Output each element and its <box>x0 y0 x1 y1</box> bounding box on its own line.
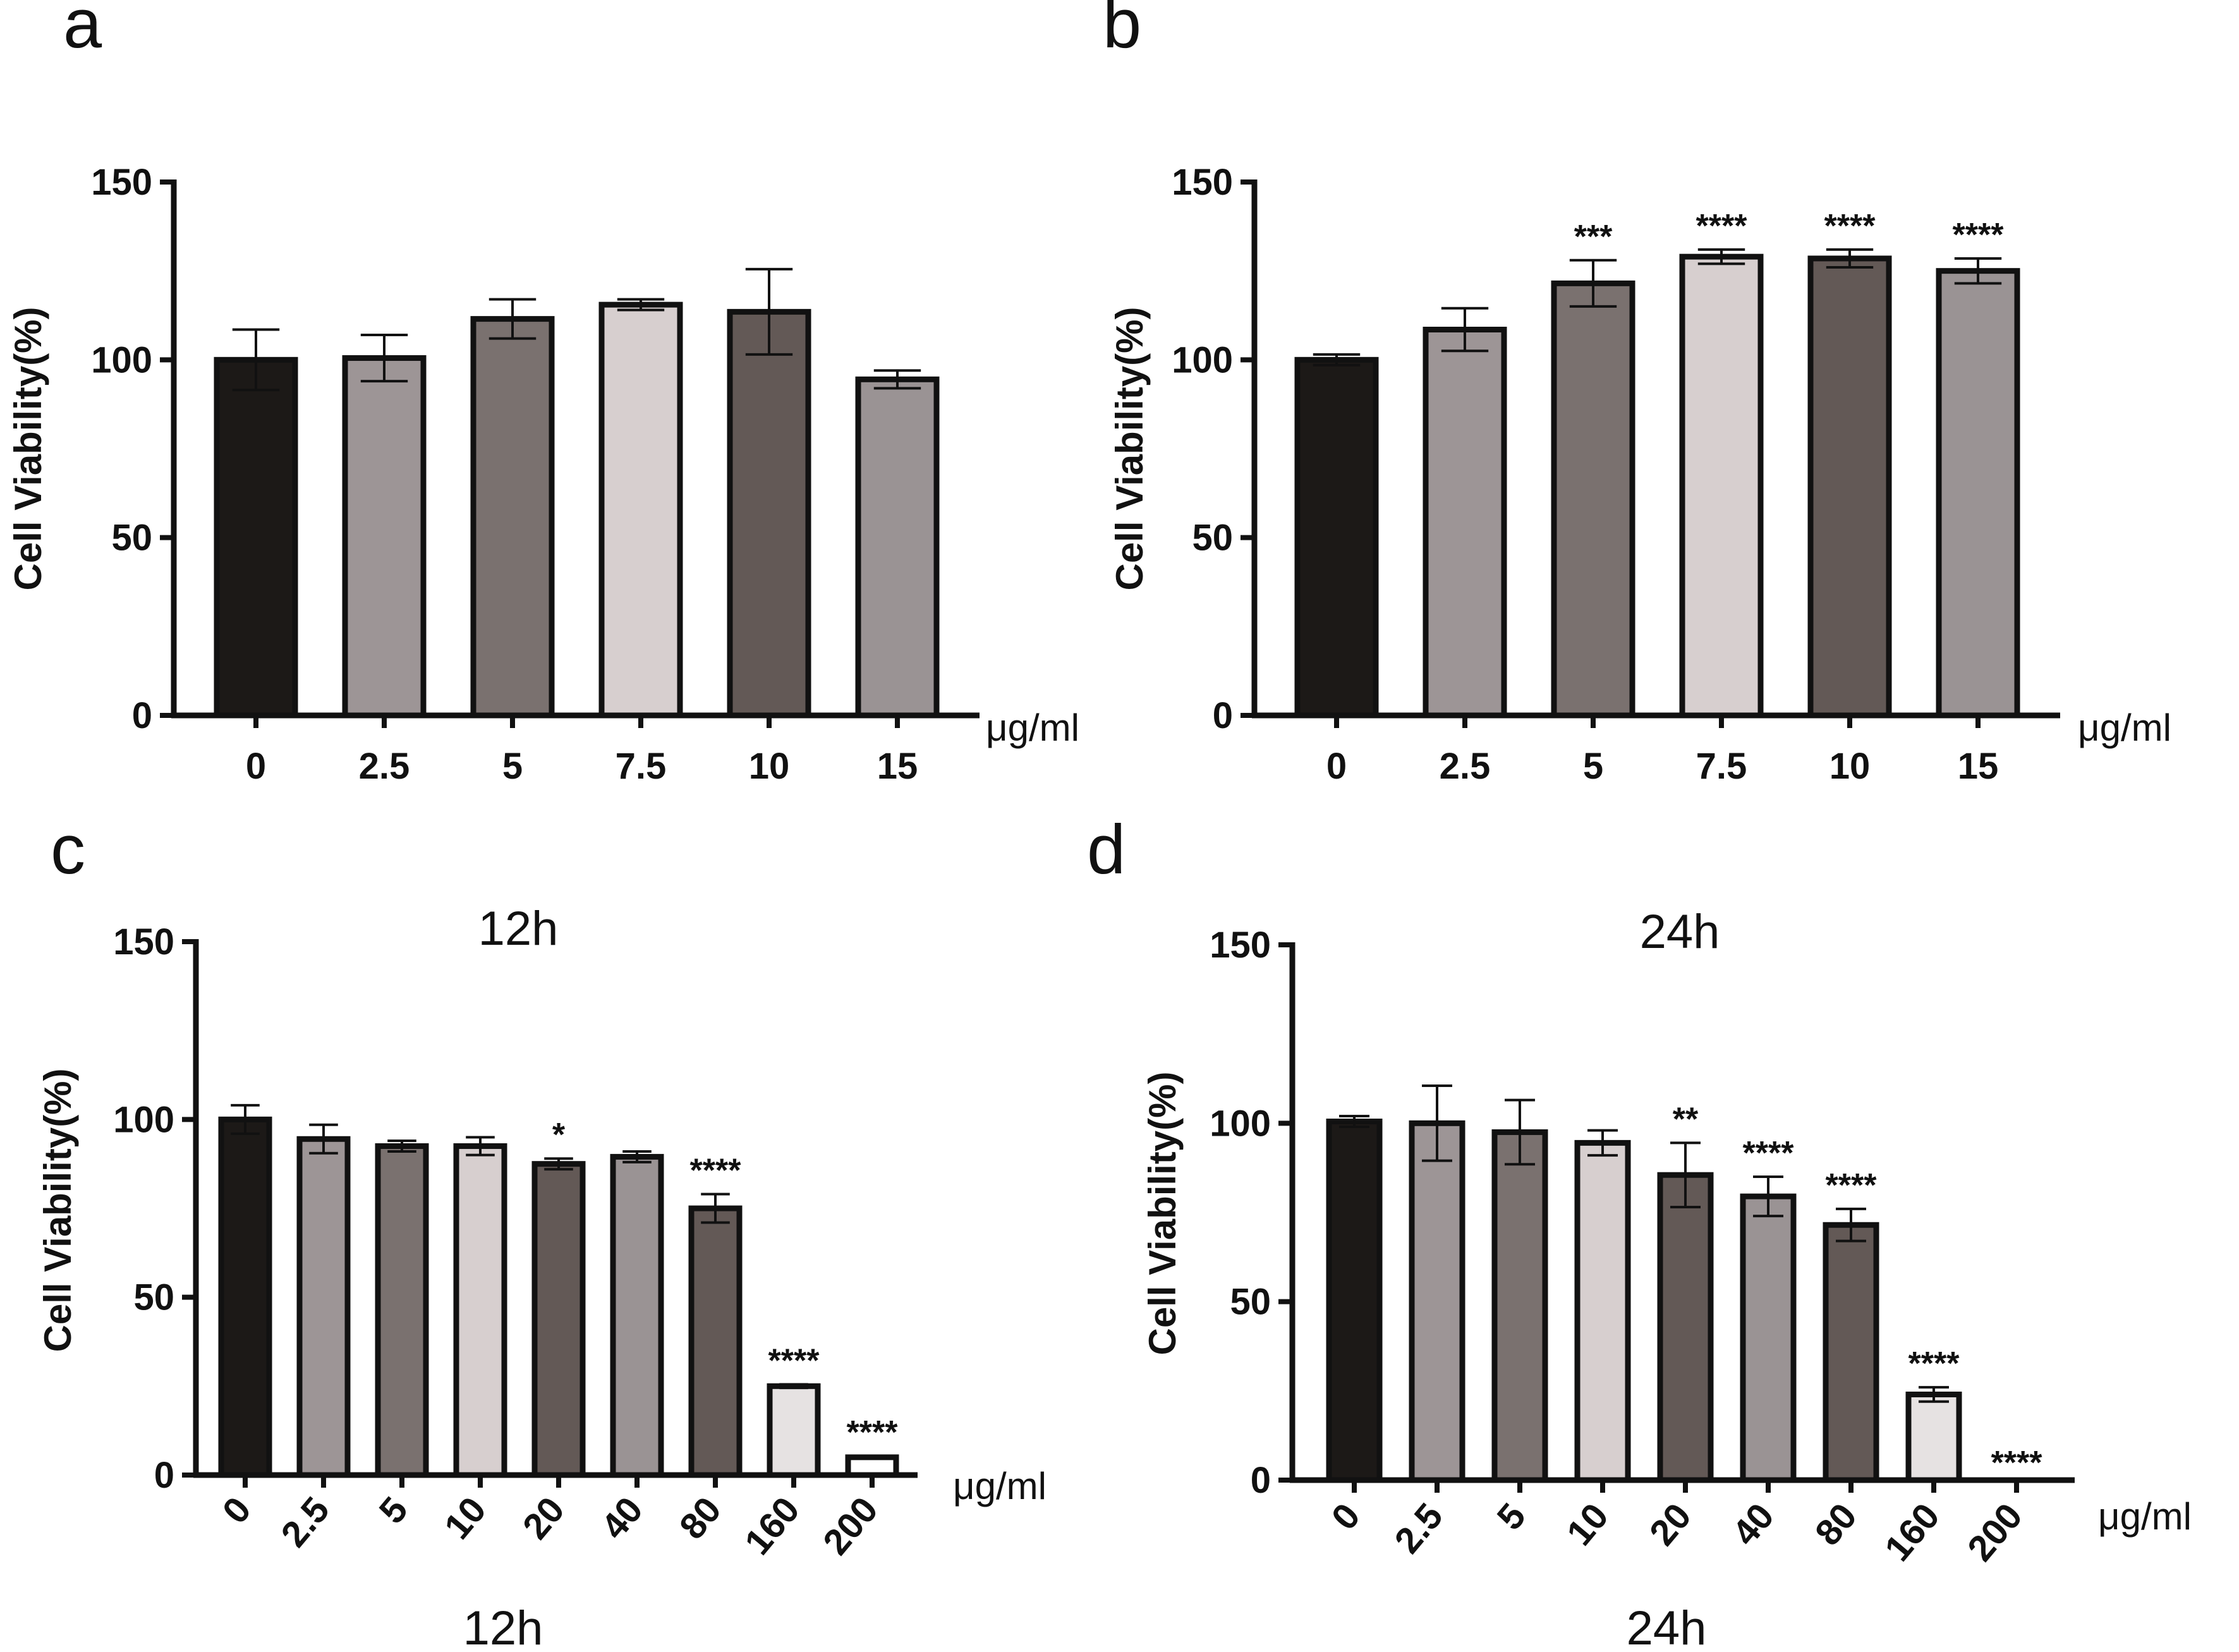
y-tick-label: 100 <box>113 1099 174 1140</box>
panel-letter: c <box>51 811 85 889</box>
y-tick-label: 0 <box>154 1455 174 1496</box>
panel-letter: a <box>63 0 102 63</box>
bar <box>453 1143 507 1478</box>
y-tick-label: 50 <box>1230 1282 1271 1323</box>
x-tick-label: 15 <box>1958 746 1999 787</box>
bar <box>1807 255 1892 719</box>
bar <box>375 1143 429 1478</box>
significance-marker: ** <box>1673 1101 1699 1138</box>
x-tick-label: 5 <box>1583 746 1603 787</box>
y-tick-label: 100 <box>1210 1103 1271 1144</box>
bar <box>1823 1222 1879 1483</box>
significance-marker: **** <box>768 1343 820 1380</box>
y-axis-label: Cell Viability(%) <box>37 1068 79 1352</box>
bar <box>610 1153 664 1478</box>
y-tick-label: 100 <box>91 339 152 380</box>
x-tick-label: 5 <box>502 746 523 787</box>
panel-b: b Cell Viability(%) 0 2.5 *** 5 **** 7.5 **** 10 *… <box>1103 0 2171 787</box>
significance-marker: **** <box>1826 1167 1878 1204</box>
unit-label: μg/ml <box>2098 1495 2192 1538</box>
significance-marker: **** <box>1743 1135 1795 1172</box>
x-tick-label: 15 <box>877 746 918 787</box>
chart-title: 12h <box>478 902 559 956</box>
bar <box>214 356 298 719</box>
panel-letter: b <box>1103 0 1141 63</box>
unit-label: μg/ml <box>953 1465 1047 1507</box>
y-axis-label: Cell Viability(%) <box>1141 1071 1184 1355</box>
bar <box>1574 1139 1631 1483</box>
significance-marker: *** <box>1574 219 1613 255</box>
bar <box>1326 1119 1383 1483</box>
bar <box>1409 1120 1465 1483</box>
bar <box>342 355 427 719</box>
y-tick-label: 150 <box>113 921 174 963</box>
panel-letter: d <box>1087 811 1126 889</box>
x-tick-label: 0 <box>246 746 266 787</box>
bar <box>598 301 683 719</box>
unit-label: μg/ml <box>986 707 1079 749</box>
bar <box>218 1116 272 1478</box>
x-tick-label: 2.5 <box>1440 746 1491 787</box>
bar <box>855 376 940 719</box>
bar <box>531 1161 586 1478</box>
bar <box>688 1205 743 1478</box>
bar <box>1491 1129 1548 1483</box>
significance-marker: **** <box>1824 208 1876 245</box>
x-axis-label: 12h <box>463 1601 543 1652</box>
y-tick-label: 0 <box>1213 695 1233 736</box>
significance-marker: **** <box>1991 1445 2043 1481</box>
significance-marker: **** <box>690 1152 742 1189</box>
bar <box>1679 253 1764 719</box>
y-tick-label: 100 <box>1172 339 1233 380</box>
bar <box>1740 1193 1797 1483</box>
x-tick-label: 10 <box>749 746 790 787</box>
chart-title: 24h <box>1640 905 1720 959</box>
y-tick-label: 150 <box>91 162 152 203</box>
bar <box>296 1136 351 1478</box>
significance-marker: **** <box>1908 1345 1960 1382</box>
x-tick-label: 2.5 <box>359 746 410 787</box>
x-tick-label: 7.5 <box>1696 746 1747 787</box>
y-tick-label: 50 <box>1192 518 1233 559</box>
significance-marker: **** <box>847 1414 899 1451</box>
y-axis-label: Cell Viability(%) <box>7 307 49 590</box>
x-tick-label: 0 <box>1326 746 1347 787</box>
unit-label: μg/ml <box>2078 707 2171 749</box>
significance-marker: **** <box>1696 208 1748 245</box>
y-tick-label: 150 <box>1172 162 1233 203</box>
bar <box>1657 1172 1714 1483</box>
bar <box>1423 327 1507 719</box>
y-tick-label: 0 <box>132 695 152 736</box>
bar <box>470 316 555 719</box>
x-axis-label: 24h <box>1627 1601 1707 1652</box>
y-tick-label: 50 <box>133 1277 174 1318</box>
x-tick-label: 7.5 <box>616 746 667 787</box>
y-axis-label: Cell Viability(%) <box>1108 307 1151 590</box>
bar <box>1294 356 1379 719</box>
bar <box>767 1383 821 1478</box>
bar <box>1905 1391 1962 1483</box>
bar <box>1551 280 1635 719</box>
y-tick-label: 0 <box>1251 1460 1271 1501</box>
bar <box>1936 268 2020 719</box>
y-tick-label: 50 <box>111 518 152 559</box>
bar <box>727 308 811 719</box>
y-tick-label: 150 <box>1210 925 1271 966</box>
significance-marker: * <box>552 1117 566 1153</box>
x-tick-label: 10 <box>1829 746 1871 787</box>
significance-marker: **** <box>1953 217 2005 253</box>
